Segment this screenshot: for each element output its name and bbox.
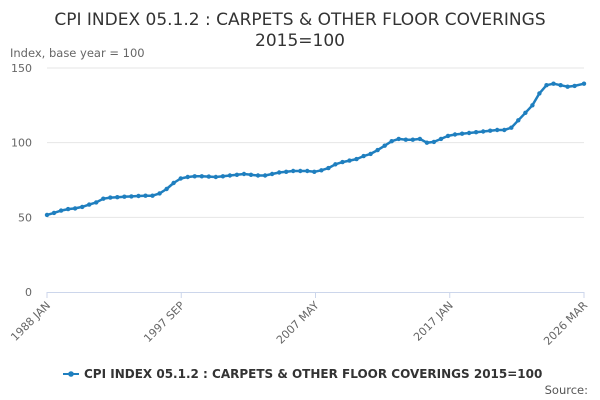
y-tick-label: 150 [11,62,32,75]
data-point [234,172,240,177]
data-point [537,91,542,96]
data-point [551,81,556,86]
data-point [466,130,472,136]
data-point [431,139,437,145]
y-tick-label: 50 [18,211,32,224]
data-point [220,174,226,179]
data-point [305,168,310,174]
data-point [333,162,338,167]
x-tick-label: 1988 JAN [8,299,53,344]
data-point [255,173,261,178]
data-point [354,156,359,162]
data-point [368,151,373,157]
y-tick-label: 100 [11,137,32,150]
data-point [459,131,465,136]
data-point [192,174,197,179]
data-point [269,171,275,177]
data-point [44,212,50,218]
chart-title-line2: 2015=100 [255,31,345,51]
data-point [516,118,521,123]
data-point [347,158,352,163]
x-tick-label: 2007 MAY [274,299,322,347]
data-point [164,186,169,192]
data-point [530,103,535,108]
data-point [136,193,141,199]
source-label: Source: [545,383,588,397]
data-point [277,170,282,175]
data-point [150,193,155,198]
data-point [298,168,303,174]
data-point [572,83,577,89]
data-point [122,194,127,199]
data-point [417,136,423,142]
data-point [94,200,99,205]
data-point [206,174,211,179]
legend: CPI INDEX 05.1.2 : CARPETS & OTHER FLOOR… [63,367,542,381]
data-point [523,110,528,116]
data-point [65,206,71,212]
data-point [452,132,458,137]
data-point [291,168,296,174]
gridlines [47,67,584,218]
data-point [488,128,493,133]
x-axis: 1988 JAN 1997 SEP 2007 MAY 2017 JAN 2026 MAR [8,292,590,348]
data-point [185,174,190,180]
data-point [544,83,549,88]
data-point [389,139,394,144]
data-point [326,165,331,171]
x-tick-label: 2017 JAN [411,299,456,344]
data-point [262,173,268,178]
data-point [129,194,134,199]
data-point [565,84,570,89]
data-point [171,180,176,186]
data-point [87,202,92,207]
data-point [509,125,514,130]
data-point [227,173,233,178]
data-point [284,169,289,174]
data-point [438,136,444,142]
data-point [382,143,387,148]
x-tick-label: 1997 SEP [141,299,187,345]
data-point [72,206,78,211]
data-point [312,169,317,174]
data-point [495,127,500,133]
data-point [481,129,486,134]
data-point [58,208,64,213]
legend-label: CPI INDEX 05.1.2 : CARPETS & OTHER FLOOR… [84,367,542,381]
data-point [581,81,587,86]
data-point [157,191,162,196]
data-point [101,196,106,201]
data-point [108,195,113,200]
data-point [375,147,380,153]
data-point [558,83,563,88]
data-point [502,127,507,133]
y-tick-label: 0 [25,286,32,299]
data-point [248,172,254,177]
data-point [396,136,401,142]
data-point [361,153,366,159]
data-point [51,210,57,216]
y-axis-unit-label: Index, base year = 100 [10,46,145,60]
data-point [199,174,204,179]
data-point [403,137,408,142]
data-point [410,137,415,142]
data-point [473,130,479,135]
legend-swatch-marker [68,371,74,377]
series-line [46,82,585,217]
data-point [340,159,345,165]
data-point [178,176,183,181]
data-point [213,174,218,180]
data-point [241,171,247,177]
data-point [80,204,85,210]
data-point [445,133,451,139]
chart-title-line1: CPI INDEX 05.1.2 : CARPETS & OTHER FLOOR… [54,10,545,30]
data-point [424,140,430,145]
data-point [115,195,120,200]
data-point [143,193,148,198]
y-axis: 0 50 100 150 [11,62,32,299]
data-point [319,168,324,173]
series-group [44,81,587,218]
x-tick-label: 2026 MAR [541,299,590,348]
